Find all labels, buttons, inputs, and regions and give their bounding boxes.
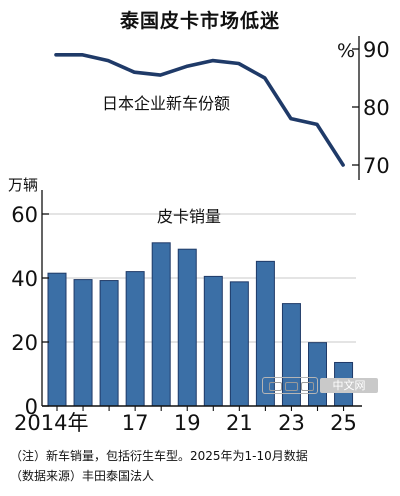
sales-bar-2018 xyxy=(151,242,171,407)
sales-bar-2021 xyxy=(229,281,249,407)
note-line: （注）新车销量，包括衍生车型。2025年为1-10月数据 xyxy=(10,449,308,463)
sales-bar-2019 xyxy=(177,248,197,407)
sales-bar-2016 xyxy=(99,280,119,407)
watermark: 中文网 xyxy=(262,376,380,396)
sales-bar-2020 xyxy=(203,275,223,407)
sales-y-tick-label: 0 xyxy=(25,395,38,419)
sales-y-tick-label: 20 xyxy=(11,331,38,355)
sales-x-tick-label: 19 xyxy=(174,411,201,435)
watermark-text: 中文网 xyxy=(320,378,378,393)
chart-notes: （注）新车销量，包括衍生车型。2025年为1-10月数据 （数据来源）丰田泰国法… xyxy=(10,446,395,486)
sales-bar-2017 xyxy=(125,271,145,407)
sales-bar-2024 xyxy=(308,342,327,407)
share-unit-label: % xyxy=(337,40,355,62)
sales-bar-2015 xyxy=(73,279,93,407)
sales-bar-2014 xyxy=(47,272,67,407)
sales-x-tick-label: 21 xyxy=(226,411,253,435)
pickup-market-chart: 90 80 70% 日本企业新车份额 0 20 40 60 2014年 17 19 21 23 25 万辆… xyxy=(8,36,390,435)
watermark-logo xyxy=(262,377,318,394)
share-y-tick-label: 80 xyxy=(363,96,390,120)
share-line-panel: 90 80 70% 日本企业新车份额 xyxy=(54,36,390,180)
sales-x-tick-label: 25 xyxy=(330,411,357,435)
source-line: （数据来源）丰田泰国法人 xyxy=(10,469,155,483)
sales-y-tick-label: 60 xyxy=(11,203,38,227)
chart-title: 泰国皮卡市场低迷 xyxy=(119,10,280,32)
share-series-line xyxy=(54,53,345,167)
sales-x-tick-label: 17 xyxy=(122,411,149,435)
sales-x-tick-label: 23 xyxy=(278,411,305,435)
share-y-tick-label: 90 xyxy=(363,38,390,62)
share-series-label: 日本企业新车份额 xyxy=(102,94,230,113)
sales-x-tick-label: 2014年 xyxy=(14,411,88,435)
sales-y-tick-label: 40 xyxy=(11,267,38,291)
sales-chart-title: 皮卡销量 xyxy=(157,207,221,226)
share-y-tick-label: 70 xyxy=(363,154,390,178)
sales-unit-label: 万辆 xyxy=(8,176,38,194)
